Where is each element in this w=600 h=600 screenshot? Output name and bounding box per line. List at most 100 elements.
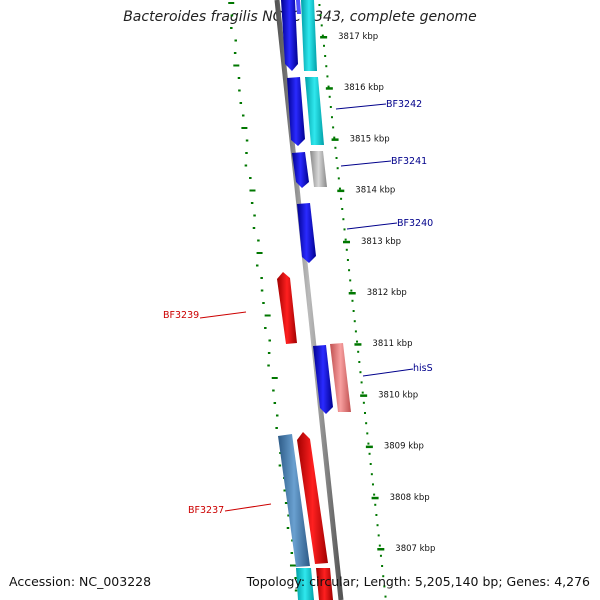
scale-dot <box>384 595 387 598</box>
gc-mark <box>273 402 277 404</box>
scale-dot <box>345 248 348 251</box>
scale-tick-label: 3813 kbp <box>361 237 401 247</box>
scale-dot <box>362 401 365 404</box>
scale-dot <box>349 279 352 282</box>
scale-tick <box>354 343 362 346</box>
scale-dot <box>332 126 335 129</box>
feature-track <box>277 0 351 600</box>
gc-mark <box>245 152 248 154</box>
gc-mark <box>264 314 271 317</box>
scale-tick <box>377 548 385 551</box>
gc-mark <box>244 164 248 167</box>
gc-mark <box>268 339 271 342</box>
pseudo-feature-block[interactable] <box>310 151 327 187</box>
scale-dot <box>367 442 370 445</box>
scale-dot <box>354 330 357 333</box>
label-leader-line <box>346 222 398 230</box>
label-leader-line <box>335 103 387 110</box>
scale-tick-label: 3807 kbp <box>395 544 435 554</box>
gc-mark <box>233 52 237 54</box>
gc-mark <box>271 377 278 379</box>
scale-dot <box>353 320 356 323</box>
label-leader-line <box>362 368 414 377</box>
scale-dot <box>336 167 339 170</box>
scale-tick-label: 3808 kbp <box>390 493 430 503</box>
gc-mark <box>249 177 252 179</box>
gc-mark <box>230 27 233 29</box>
steel-feature-block[interactable] <box>278 434 310 567</box>
scale-dot <box>334 146 337 149</box>
accession-text: Accession: NC_003228 <box>9 574 152 589</box>
gc-mark <box>241 114 245 117</box>
gc-mark <box>260 289 264 292</box>
scale-dot <box>361 391 364 394</box>
scale-tick-label: 3816 kbp <box>344 83 384 93</box>
scale-dot <box>359 371 362 374</box>
scale-tick <box>331 138 339 141</box>
gc-mark <box>230 14 234 17</box>
scale-dot <box>326 75 329 78</box>
gc-mark <box>257 239 260 242</box>
gc-mark <box>256 252 263 254</box>
scale-tick-label: 3814 kbp <box>355 186 395 196</box>
forward-cds-arrow[interactable] <box>287 77 305 146</box>
reverse-cds-arrow[interactable] <box>297 432 328 564</box>
gc-mark <box>275 414 279 417</box>
forward-cds-arrow[interactable] <box>313 345 333 414</box>
gene-label-bf3241[interactable]: BF3241 <box>391 156 427 167</box>
forward-cds-arrow[interactable] <box>297 203 316 263</box>
scale-dot <box>356 340 359 343</box>
scale-dot <box>370 473 373 476</box>
forward-feature-block[interactable] <box>305 77 324 145</box>
scale-tick-label: 3812 kbp <box>367 288 407 298</box>
scale-dot <box>365 422 368 425</box>
gene-label-bf3239[interactable]: BF3239 <box>163 310 199 321</box>
gene-label-bf3237[interactable]: BF3237 <box>188 505 224 516</box>
gc-mark <box>278 464 282 467</box>
scale-dot <box>324 55 327 57</box>
scale-dot <box>337 177 340 180</box>
reverse-feature-block[interactable] <box>330 343 351 412</box>
gc-mark <box>255 264 259 267</box>
scale-dot <box>377 534 380 537</box>
gc-mark <box>272 389 275 392</box>
forward-feature-block[interactable] <box>301 0 317 71</box>
scale-tick <box>337 189 345 193</box>
scale-dot <box>330 116 333 119</box>
scale-dot <box>333 136 336 139</box>
scale-dot <box>327 85 330 88</box>
scale-dot <box>383 585 386 588</box>
gc-mark <box>264 327 267 329</box>
scale-dot <box>350 289 353 292</box>
gc-mark <box>249 189 256 192</box>
reverse-cds-arrow[interactable] <box>316 568 333 600</box>
reverse-cds-arrow[interactable] <box>277 272 297 344</box>
gc-mark <box>241 127 248 129</box>
scale-dot <box>325 65 328 68</box>
scale-dot <box>335 157 338 159</box>
scale-dot <box>348 269 351 272</box>
scale-dot <box>374 503 377 506</box>
scale-track: 3817 kbp 3816 kbp 3815 kbp 3814 kbp 3813 kbp… <box>318 4 435 598</box>
gc-mark <box>287 514 290 517</box>
scale-dot <box>319 14 322 17</box>
map-title: Bacteroides fragilis NCTC 9343, complete… <box>123 9 477 25</box>
scale-dot <box>343 228 346 231</box>
label-leader-line <box>224 503 272 512</box>
scale-tick <box>320 36 328 39</box>
forward-cds-arrow[interactable] <box>292 152 309 188</box>
scale-dot <box>344 238 347 241</box>
forward-feature-block[interactable] <box>296 568 314 600</box>
forward-feature-block[interactable] <box>296 0 301 14</box>
forward-cds-arrow[interactable] <box>281 0 298 71</box>
gene-label-bf3242[interactable]: BF3242 <box>386 99 422 110</box>
scale-dot <box>364 412 367 414</box>
scale-tick <box>365 445 373 449</box>
gc-mark <box>253 214 256 217</box>
gc-mark <box>233 64 240 67</box>
gene-label-hiss[interactable]: hisS <box>413 363 433 374</box>
gene-label-layer: BF3242 BF3241 BF3240 BF3239 hisS BF3237 <box>163 99 433 516</box>
gene-label-bf3240[interactable]: BF3240 <box>397 218 433 229</box>
gc-mark <box>283 489 286 492</box>
gc-mark <box>228 2 235 4</box>
